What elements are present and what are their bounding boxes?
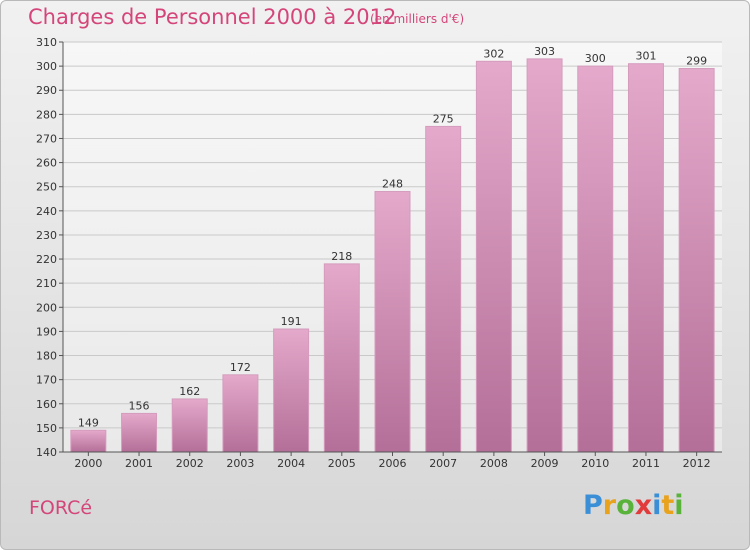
x-tick-label: 2010 [581,457,609,470]
data-label: 191 [281,315,302,328]
data-label: 299 [686,55,707,68]
bar [678,68,715,453]
data-label: 303 [534,45,555,58]
x-tick-label: 2001 [125,457,153,470]
x-tick-label: 2012 [683,457,711,470]
bar [374,191,411,453]
y-tick-label: 200 [36,301,57,314]
bar [121,412,158,453]
chart-title: Charges de Personnel 2000 à 2012 [28,5,397,29]
y-tick-label: 170 [36,374,57,387]
data-label: 218 [331,250,352,263]
bars [70,58,715,453]
data-label: 172 [230,361,251,374]
x-tick-label: 2004 [277,457,305,470]
x-tick-label: 2000 [74,457,102,470]
y-tick-label: 180 [36,350,57,363]
y-tick-label: 280 [36,108,57,121]
x-tick-label: 2002 [176,457,204,470]
y-tick-label: 240 [36,205,57,218]
x-tick-label: 2008 [480,457,508,470]
bar [577,65,614,453]
data-labels: 149 156 162 172 191 218 248 275 302 303 300 301 299 [78,45,707,429]
data-label: 162 [179,385,200,398]
y-tick-label: 230 [36,229,57,242]
data-label: 248 [382,178,403,191]
y-tick-label: 250 [36,181,57,194]
data-label: 301 [635,50,656,63]
y-tick-label: 150 [36,422,57,435]
logo-letter: i [674,490,684,521]
y-tick-label: 270 [36,132,57,145]
y-tick-label: 190 [36,325,57,338]
logo-letter: i [652,490,662,521]
y-tick-label: 140 [36,446,57,459]
data-label: 302 [483,47,504,60]
x-tick-label: 2006 [379,457,407,470]
y-axis-ticks: 140 150 160 170 180 190 200 210 220 230 240 250 260 2… [36,36,63,459]
logo-letter: P [583,490,603,521]
x-tick-label: 2011 [632,457,660,470]
bar [627,63,664,453]
y-tick-label: 300 [36,60,57,73]
data-label: 156 [129,399,150,412]
x-tick-label: 2007 [429,457,457,470]
bar [323,263,360,453]
bar [526,58,563,453]
bar [475,60,512,453]
logo-letter: o [616,490,635,521]
bar [70,429,107,453]
bar [222,374,259,453]
x-axis-ticks: 2000 2001 2002 2003 2004 2005 2006 2007 2008 2009… [74,452,711,470]
data-label: 275 [433,112,454,125]
y-tick-label: 210 [36,277,57,290]
chart-subtitle: (en milliers d'€) [370,12,465,26]
place-name: FORCé [29,497,93,519]
y-tick-label: 310 [36,36,57,49]
logo-letter: x [634,490,653,521]
x-tick-label: 2003 [226,457,254,470]
proxiti-logo[interactable]: Proxiti [583,490,684,521]
y-tick-label: 220 [36,253,57,266]
bar [425,125,462,453]
bar [273,328,310,453]
x-tick-label: 2009 [531,457,559,470]
x-tick-label: 2005 [328,457,356,470]
data-label: 300 [585,52,606,65]
logo-letter: t [661,490,675,521]
y-tick-label: 260 [36,157,57,170]
y-tick-label: 160 [36,398,57,411]
y-tick-label: 290 [36,84,57,97]
data-label: 149 [78,416,99,429]
bar [171,398,208,453]
logo-letter: r [602,490,617,521]
